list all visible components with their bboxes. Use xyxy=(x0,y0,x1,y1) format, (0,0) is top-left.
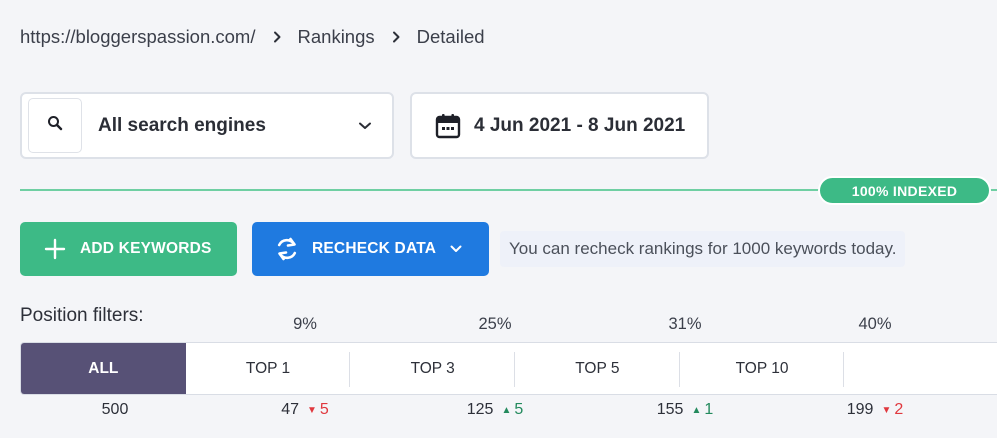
add-keywords-label: ADD KEYWORDS xyxy=(80,240,212,257)
count-change: ▲ 5 xyxy=(501,401,523,419)
date-range-value: 4 Jun 2021 - 8 Jun 2021 xyxy=(474,114,686,136)
sync-icon xyxy=(274,235,300,263)
tab-top5[interactable]: TOP 5 xyxy=(515,343,680,394)
tab-top3[interactable]: TOP 3 xyxy=(350,343,515,394)
search-engine-select[interactable]: All search engines xyxy=(20,92,394,159)
calendar-icon xyxy=(434,112,462,140)
count-value: 125 xyxy=(466,401,494,418)
position-filter-tabs: ALL TOP 1 TOP 3 TOP 5 TOP 10 xyxy=(20,342,997,395)
breadcrumb-current-page: Detailed xyxy=(416,26,485,47)
count-change-value: 2 xyxy=(894,401,904,418)
tab-more[interactable] xyxy=(844,343,997,394)
count-value: 47 xyxy=(281,401,299,418)
tab-top1[interactable]: TOP 1 xyxy=(186,343,351,394)
count-change-value: 5 xyxy=(319,401,329,418)
triangle-up-icon: ▲ xyxy=(501,404,512,416)
triangle-up-icon: ▲ xyxy=(691,404,702,416)
top1-percent: 9% xyxy=(293,315,317,333)
top1-count: 47 ▼ 5 xyxy=(210,401,400,419)
breadcrumb-site-link[interactable]: https://bloggerspassion.com/ xyxy=(20,26,256,47)
position-filters-title: Position filters: xyxy=(20,305,144,326)
top10-count: 199 ▼ 2 xyxy=(780,401,970,419)
triangle-down-icon: ▼ xyxy=(881,404,892,416)
search-engine-search-button[interactable] xyxy=(28,98,82,153)
breadcrumb-rankings-link[interactable]: Rankings xyxy=(297,26,375,47)
chevron-right-icon xyxy=(391,31,401,43)
all-count: 500 xyxy=(20,401,210,419)
recheck-data-label: RECHECK DATA xyxy=(312,240,437,257)
count-change: ▼ 5 xyxy=(307,401,329,419)
indexed-progress-line xyxy=(20,189,997,191)
indexed-badge: 100% INDEXED xyxy=(818,176,991,205)
top3-percent: 25% xyxy=(478,315,512,333)
top5-percent: 31% xyxy=(668,315,702,333)
count-change: ▼ 2 xyxy=(881,401,903,419)
top10-percent: 40% xyxy=(858,315,892,333)
date-range-select[interactable]: 4 Jun 2021 - 8 Jun 2021 xyxy=(410,92,709,159)
breadcrumb: https://bloggerspassion.com/ Rankings De… xyxy=(20,26,485,48)
search-icon xyxy=(47,115,63,136)
tab-top10[interactable]: TOP 10 xyxy=(680,343,845,394)
count-value: 199 xyxy=(846,401,874,418)
tab-all[interactable]: ALL xyxy=(21,343,186,394)
plus-icon xyxy=(44,238,66,260)
top3-count: 125 ▲ 5 xyxy=(400,401,590,419)
chevron-down-icon xyxy=(358,121,372,131)
count-change-value: 5 xyxy=(514,401,524,418)
count-change: ▲ 1 xyxy=(691,401,713,419)
chevron-right-icon xyxy=(272,31,282,43)
top5-count: 155 ▲ 1 xyxy=(590,401,780,419)
count-value: 500 xyxy=(101,401,129,418)
search-engine-select-value: All search engines xyxy=(98,114,266,136)
add-keywords-button[interactable]: ADD KEYWORDS xyxy=(20,222,237,276)
recheck-data-button[interactable]: RECHECK DATA xyxy=(252,222,489,276)
triangle-down-icon: ▼ xyxy=(306,404,317,416)
chevron-down-icon[interactable] xyxy=(450,245,462,253)
recheck-limit-note: You can recheck rankings for 1000 keywor… xyxy=(500,231,906,267)
count-value: 155 xyxy=(656,401,684,418)
count-change-value: 1 xyxy=(704,401,714,418)
